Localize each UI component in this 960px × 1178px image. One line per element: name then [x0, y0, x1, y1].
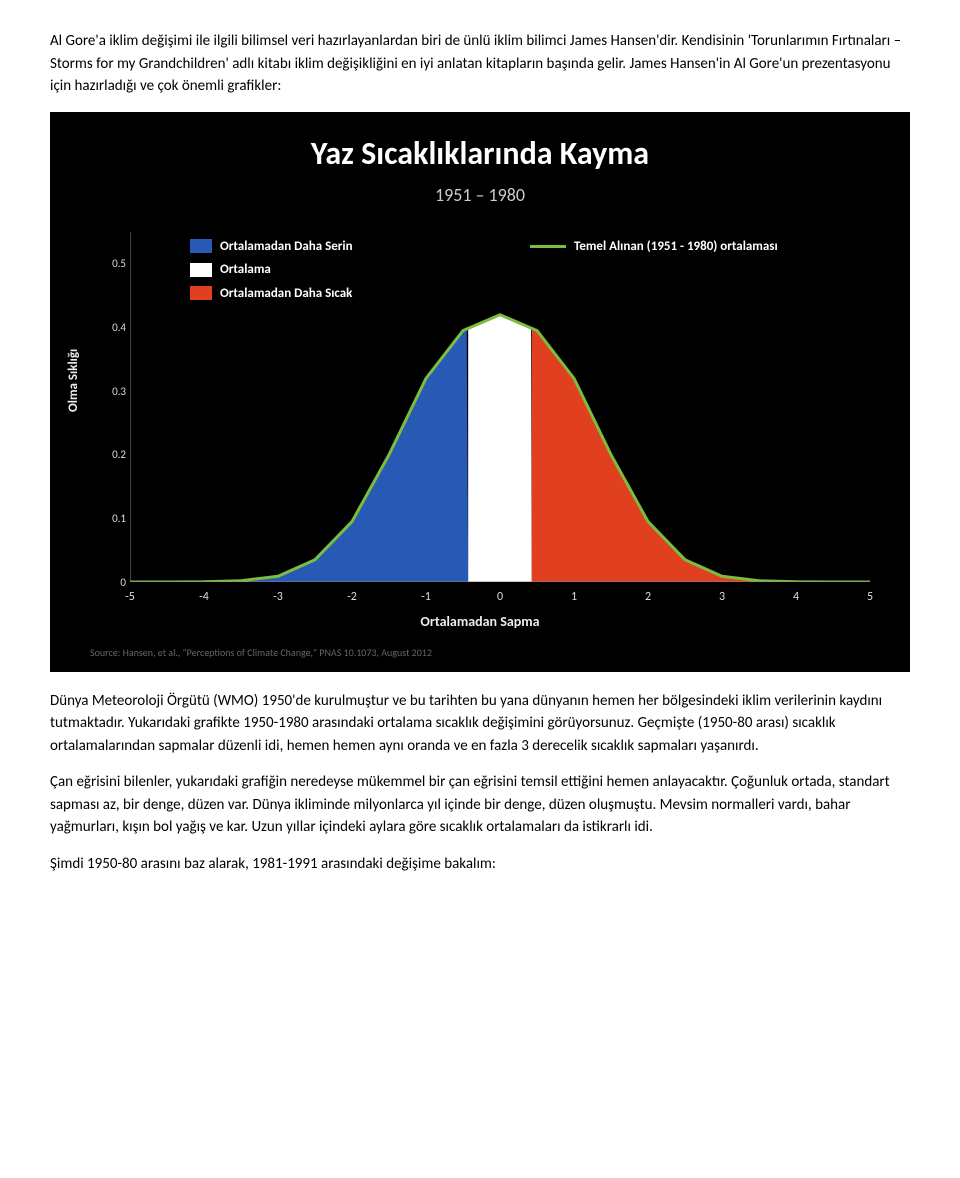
- paragraph-2: Dünya Meteoroloji Örgütü (WMO) 1950'de k…: [50, 690, 910, 758]
- y-tick: 0.5: [102, 256, 126, 273]
- paragraph-3: Çan eğrisini bilenler, yukarıdaki grafiğ…: [50, 771, 910, 839]
- chart-subtitle: 1951 – 1980: [50, 182, 910, 209]
- x-tick: -4: [194, 588, 214, 606]
- y-axis-label: Olma Sıklığı: [64, 348, 84, 411]
- y-tick: 0.3: [102, 384, 126, 401]
- y-tick: 0.1: [102, 511, 126, 528]
- x-tick: 2: [638, 588, 658, 606]
- region-fill: [130, 329, 468, 582]
- x-axis-label: Ortalamadan Sapma: [50, 611, 910, 632]
- x-tick: -3: [268, 588, 288, 606]
- x-tick: 1: [564, 588, 584, 606]
- paragraph-4: Şimdi 1950-80 arasını baz alarak, 1981-1…: [50, 853, 910, 876]
- paragraph-1: Al Gore'a iklim değişimi ile ilgili bili…: [50, 30, 910, 98]
- x-tick: 4: [786, 588, 806, 606]
- chart-title: Yaz Sıcaklıklarında Kayma: [50, 112, 910, 178]
- chart-svg: [130, 232, 870, 582]
- region-fill: [532, 328, 870, 582]
- y-tick: 0.2: [102, 447, 126, 464]
- plot-area: [130, 232, 870, 582]
- x-tick: 5: [860, 588, 880, 606]
- region-fill: [468, 315, 532, 582]
- chart-container: Yaz Sıcaklıklarında Kayma 1951 – 1980 Or…: [50, 112, 910, 672]
- x-tick: 0: [490, 588, 510, 606]
- y-tick: 0.4: [102, 320, 126, 337]
- x-tick: 3: [712, 588, 732, 606]
- chart-source: Source: Hansen, et al., "Perceptions of …: [90, 645, 432, 660]
- x-tick: -2: [342, 588, 362, 606]
- x-tick: -1: [416, 588, 436, 606]
- x-tick: -5: [120, 588, 140, 606]
